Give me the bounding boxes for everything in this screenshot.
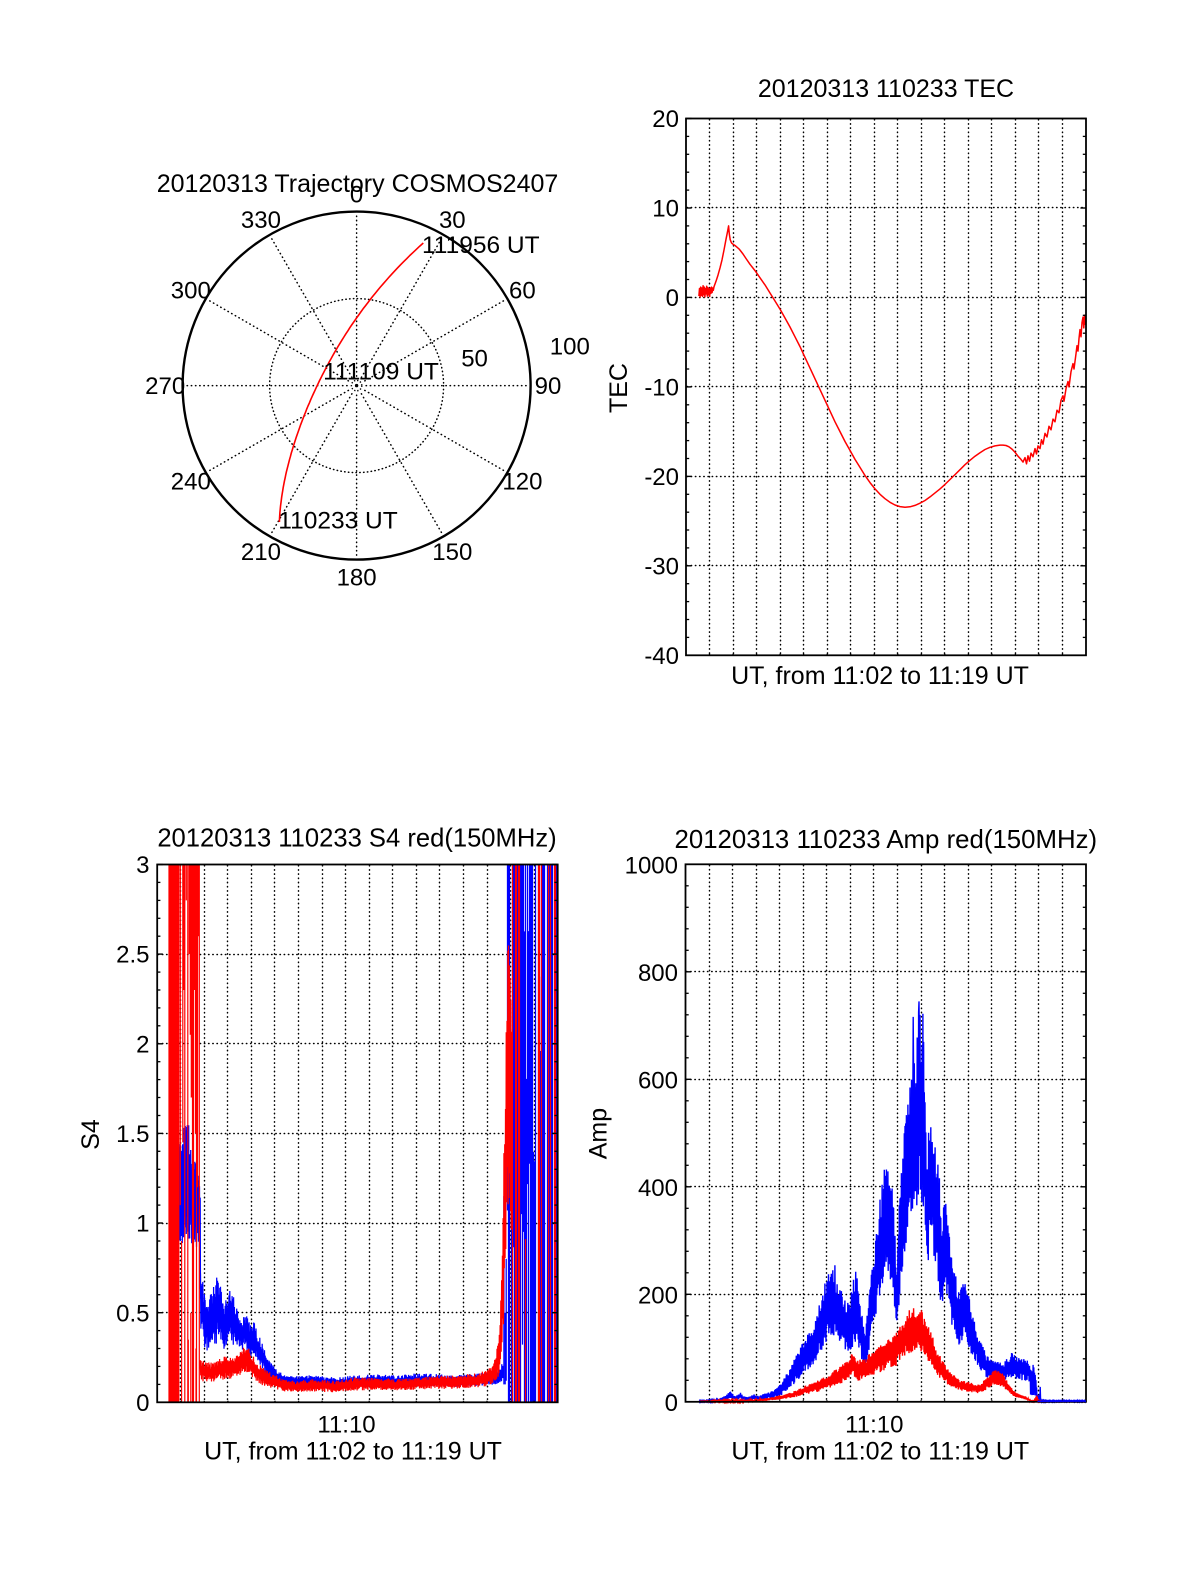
svg-text:TEC: TEC bbox=[605, 363, 633, 413]
svg-text:100: 100 bbox=[550, 334, 590, 361]
svg-text:50: 50 bbox=[461, 346, 488, 373]
svg-text:10: 10 bbox=[652, 196, 679, 223]
svg-text:11:10: 11:10 bbox=[845, 1412, 903, 1439]
svg-text:2.5: 2.5 bbox=[116, 942, 149, 969]
svg-text:120: 120 bbox=[502, 469, 542, 496]
svg-text:2: 2 bbox=[136, 1031, 149, 1058]
svg-text:180: 180 bbox=[337, 564, 377, 591]
svg-text:3: 3 bbox=[136, 852, 149, 879]
svg-text:0: 0 bbox=[136, 1390, 149, 1417]
svg-text:-30: -30 bbox=[644, 553, 679, 580]
svg-text:1000: 1000 bbox=[625, 853, 678, 880]
svg-text:111109 UT: 111109 UT bbox=[323, 358, 439, 385]
svg-text:0: 0 bbox=[350, 182, 363, 209]
svg-text:-10: -10 bbox=[644, 375, 679, 402]
svg-text:20120313 Trajectory COSMOS2407: 20120313 Trajectory COSMOS2407 bbox=[157, 170, 559, 198]
svg-text:11:10: 11:10 bbox=[317, 1412, 375, 1439]
svg-text:20: 20 bbox=[652, 106, 679, 133]
svg-text:-40: -40 bbox=[644, 643, 679, 670]
svg-text:0: 0 bbox=[665, 1390, 678, 1417]
svg-text:110233 UT: 110233 UT bbox=[278, 507, 397, 534]
svg-text:90: 90 bbox=[535, 373, 562, 400]
svg-text:30: 30 bbox=[439, 207, 466, 234]
svg-text:111956 UT: 111956 UT bbox=[422, 232, 540, 259]
svg-text:270: 270 bbox=[145, 373, 185, 400]
svg-text:210: 210 bbox=[241, 539, 281, 566]
svg-text:200: 200 bbox=[638, 1283, 678, 1310]
svg-text:20120313 110233 Amp red(150MHz: 20120313 110233 Amp red(150MHz) bbox=[675, 826, 1098, 854]
svg-text:800: 800 bbox=[638, 960, 678, 987]
svg-text:60: 60 bbox=[509, 277, 536, 304]
svg-text:150: 150 bbox=[432, 539, 472, 566]
svg-text:300: 300 bbox=[171, 277, 211, 304]
svg-text:UT, from 11:02 to 11:19 UT: UT, from 11:02 to 11:19 UT bbox=[731, 662, 1029, 690]
svg-text:-20: -20 bbox=[644, 464, 679, 491]
svg-text:400: 400 bbox=[638, 1175, 678, 1202]
svg-text:330: 330 bbox=[241, 207, 281, 234]
svg-text:1: 1 bbox=[136, 1211, 149, 1238]
svg-text:S4: S4 bbox=[77, 1119, 105, 1150]
svg-text:UT, from 11:02 to 11:19 UT: UT, from 11:02 to 11:19 UT bbox=[204, 1438, 502, 1466]
svg-text:20120313 110233 S4 red(150MHz): 20120313 110233 S4 red(150MHz) bbox=[157, 825, 556, 853]
svg-text:UT, from 11:02 to 11:19 UT: UT, from 11:02 to 11:19 UT bbox=[731, 1438, 1029, 1466]
svg-text:0: 0 bbox=[666, 285, 679, 312]
svg-text:600: 600 bbox=[638, 1068, 678, 1095]
svg-text:240: 240 bbox=[171, 469, 211, 496]
svg-text:Amp: Amp bbox=[585, 1108, 613, 1159]
svg-text:20120313 110233 TEC: 20120313 110233 TEC bbox=[758, 75, 1014, 103]
svg-text:0.5: 0.5 bbox=[116, 1300, 149, 1327]
svg-text:1.5: 1.5 bbox=[116, 1121, 149, 1148]
